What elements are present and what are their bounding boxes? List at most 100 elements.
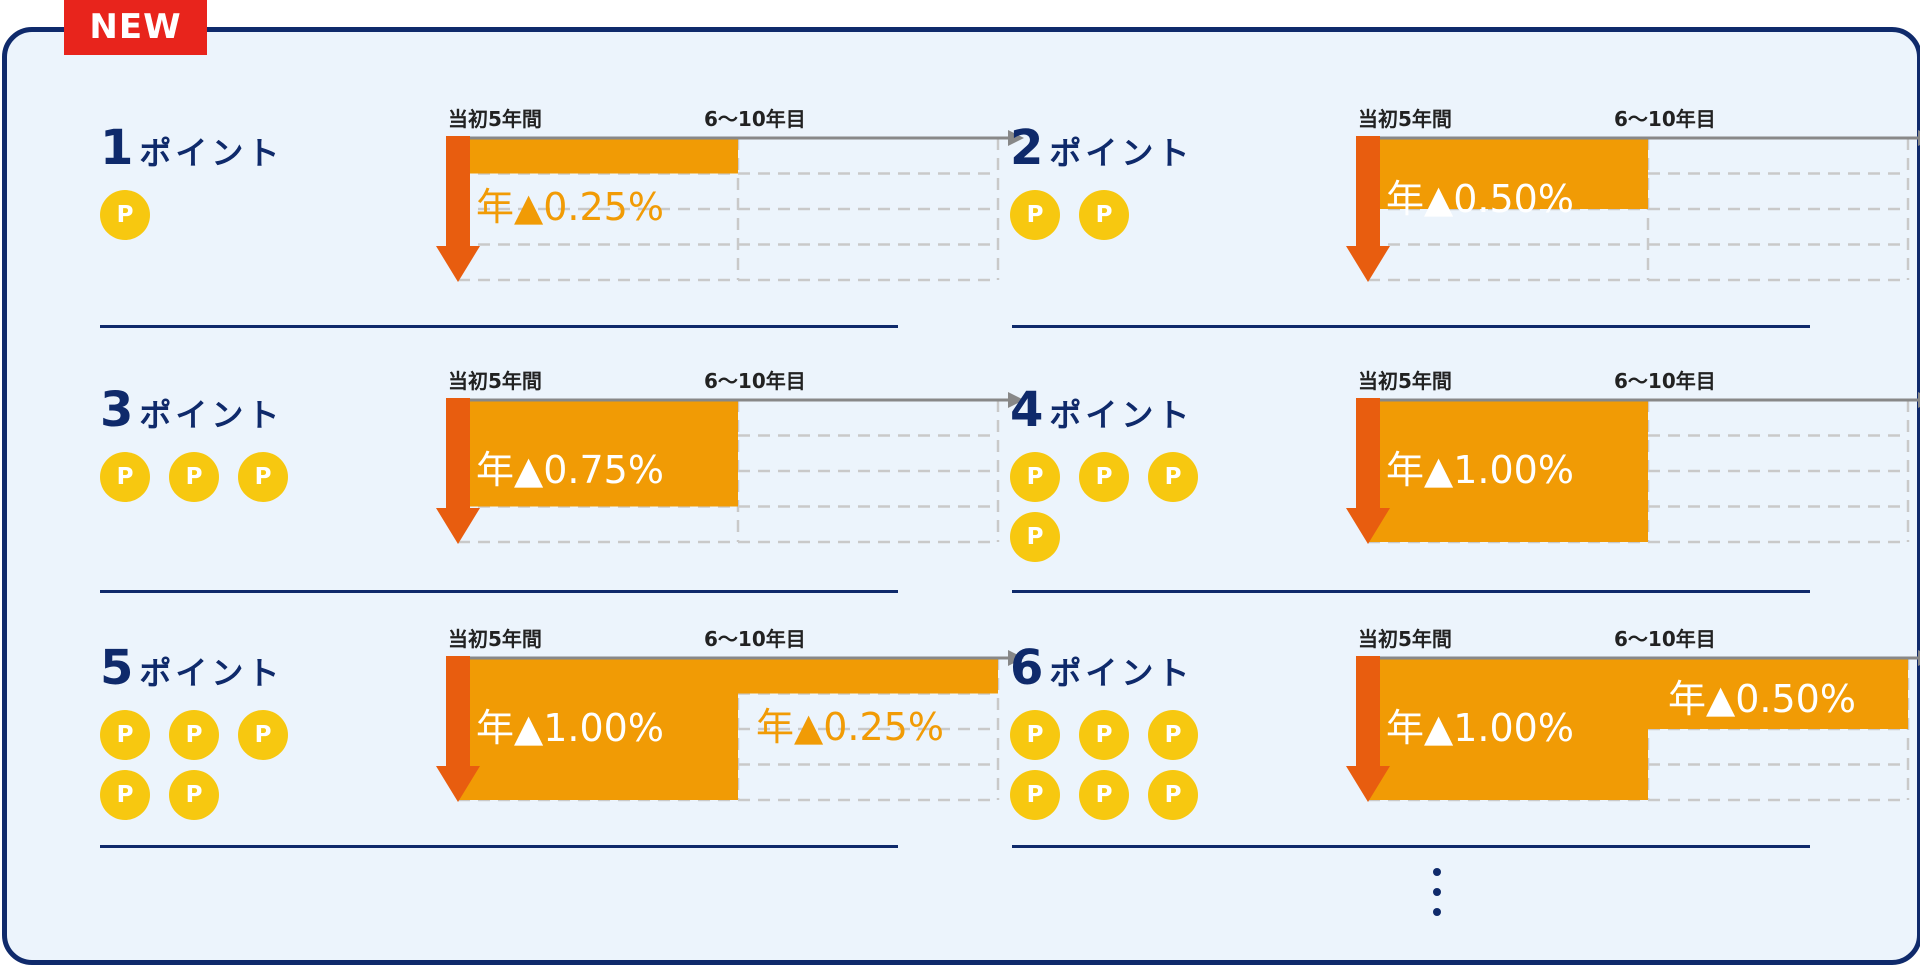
initial-rate-label: 年▲1.00% <box>1386 448 1574 492</box>
point-coin-icon: P <box>1148 452 1198 502</box>
point-coin-icon: P <box>1148 710 1198 760</box>
point-block-6: 6 ポイント P P P P P P 当初5年間 6〜10年目 年▲1.00% 年▲0.50% <box>1010 627 1920 895</box>
points-suffix: ポイント <box>1049 396 1194 434</box>
points-label: 2 ポイント <box>1010 120 1193 176</box>
header-initial-period: 当初5年間 <box>448 369 542 393</box>
initial-rate-label: 年▲1.00% <box>476 706 664 750</box>
point-block-5: 5 ポイント P P P P P 当初5年間 6〜10年目 年▲1.00% 年▲0.25% <box>100 627 1024 895</box>
rate-down-arrow-head <box>1346 766 1390 802</box>
rate-down-arrow <box>446 398 470 510</box>
bar-later-period <box>738 658 998 694</box>
points-suffix: ポイント <box>1049 134 1194 172</box>
bar-initial-period <box>458 400 738 507</box>
time-axis-arrowhead <box>1008 650 1024 666</box>
points-suffix: ポイント <box>139 396 284 434</box>
bar-initial-period <box>1368 658 1648 800</box>
header-later-period: 6〜10年目 <box>704 369 806 393</box>
bar-later-period <box>1648 658 1908 729</box>
vertical-ellipsis-icon <box>1433 868 1443 918</box>
points-label: 1 ポイント <box>100 120 283 176</box>
initial-rate-label: 年▲0.25% <box>476 184 664 229</box>
point-block-2: 2 ポイント P P 当初5年間 6〜10年目年▲0.50% <box>1010 107 1920 375</box>
point-coin-icon: P <box>238 452 288 502</box>
point-coin-icon: P <box>1079 710 1129 760</box>
point-coin-icon: P <box>100 770 150 820</box>
bar-initial-period <box>1368 138 1648 209</box>
points-label: 4 ポイント <box>1010 382 1193 438</box>
point-coin-icon: P <box>1010 710 1060 760</box>
initial-rate-label: 年▲0.50% <box>1386 176 1574 221</box>
header-initial-period: 当初5年間 <box>1358 369 1452 393</box>
rate-down-arrow-head <box>436 508 480 544</box>
points-number: 1 <box>100 120 134 176</box>
rate-down-arrow <box>1356 136 1380 248</box>
bar-initial-period <box>1368 400 1648 542</box>
bar-initial-period <box>458 138 738 174</box>
block-divider <box>100 845 898 848</box>
bar-initial-period <box>458 658 738 800</box>
points-number: 2 <box>1010 120 1044 176</box>
rate-chart: 当初5年間 6〜10年目 年▲1.00% 年▲0.50% <box>1260 627 1920 895</box>
block-divider <box>1012 325 1810 328</box>
rate-down-arrow <box>446 656 470 768</box>
rate-chart: 当初5年間 6〜10年目年▲1.00% <box>1260 369 1920 637</box>
point-coin-icon: P <box>1148 770 1198 820</box>
point-coin-icon: P <box>169 452 219 502</box>
rate-chart-svg <box>1346 392 1920 544</box>
points-label: 3 ポイント <box>100 382 283 438</box>
block-divider <box>100 590 898 593</box>
point-coin-icon: P <box>1010 452 1060 502</box>
header-initial-period: 当初5年間 <box>1358 627 1452 651</box>
point-coin-icon: P <box>238 710 288 760</box>
point-coin-icon: P <box>169 770 219 820</box>
rate-chart-svg <box>436 650 1024 802</box>
points-suffix: ポイント <box>139 134 284 172</box>
point-block-1: 1 ポイント P 当初5年間 6〜10年目年▲0.25% <box>100 107 1024 375</box>
rate-chart-svg <box>1346 650 1920 802</box>
point-coin-icon: P <box>100 190 150 240</box>
point-coin-icon: P <box>1010 190 1060 240</box>
rate-down-arrow <box>1356 398 1380 510</box>
block-divider <box>1012 590 1810 593</box>
header-initial-period: 当初5年間 <box>448 627 542 651</box>
point-coin-icon: P <box>169 710 219 760</box>
rate-down-arrow-head <box>436 246 480 282</box>
later-rate-label: 年▲0.25% <box>756 704 944 749</box>
point-coin-icon: P <box>1079 190 1129 240</box>
rate-down-arrow-head <box>1346 508 1390 544</box>
rate-chart-svg <box>436 392 1024 544</box>
rate-chart: 当初5年間 6〜10年目年▲0.25% <box>350 107 1024 375</box>
rate-down-arrow-head <box>436 766 480 802</box>
point-block-3: 3 ポイント P P P 当初5年間 6〜10年目 年▲0.75% <box>100 369 1024 637</box>
block-divider <box>1012 845 1810 848</box>
header-initial-period: 当初5年間 <box>448 107 542 131</box>
new-badge: NEW <box>64 0 207 55</box>
points-suffix: ポイント <box>1049 654 1194 692</box>
points-label: 5 ポイント <box>100 640 283 696</box>
point-coin-icon: P <box>100 710 150 760</box>
time-axis-arrowhead <box>1008 392 1024 408</box>
points-label: 6 ポイント <box>1010 640 1193 696</box>
point-coin-icon: P <box>1010 512 1060 562</box>
header-later-period: 6〜10年目 <box>1614 107 1716 131</box>
header-later-period: 6〜10年目 <box>1614 369 1716 393</box>
later-rate-label: 年▲0.50% <box>1668 676 1856 721</box>
rate-chart: 当初5年間 6〜10年目年▲0.50% <box>1260 107 1920 375</box>
rate-chart-svg <box>1346 130 1920 282</box>
rate-down-arrow <box>446 136 470 248</box>
rate-down-arrow-head <box>1346 246 1390 282</box>
initial-rate-label: 年▲0.75% <box>476 448 664 492</box>
block-divider <box>100 325 898 328</box>
header-later-period: 6〜10年目 <box>1614 627 1716 651</box>
time-axis-arrowhead <box>1008 130 1024 146</box>
point-coin-icon: P <box>100 452 150 502</box>
points-number: 5 <box>100 640 134 696</box>
points-suffix: ポイント <box>139 654 284 692</box>
points-number: 4 <box>1010 382 1044 438</box>
header-later-period: 6〜10年目 <box>704 107 806 131</box>
rate-chart-svg <box>436 130 1024 282</box>
header-initial-period: 当初5年間 <box>1358 107 1452 131</box>
header-later-period: 6〜10年目 <box>704 627 806 651</box>
points-number: 3 <box>100 382 134 438</box>
point-block-4: 4 ポイント P P P P 当初5年間 6〜10年目 年▲1.00% <box>1010 369 1920 637</box>
